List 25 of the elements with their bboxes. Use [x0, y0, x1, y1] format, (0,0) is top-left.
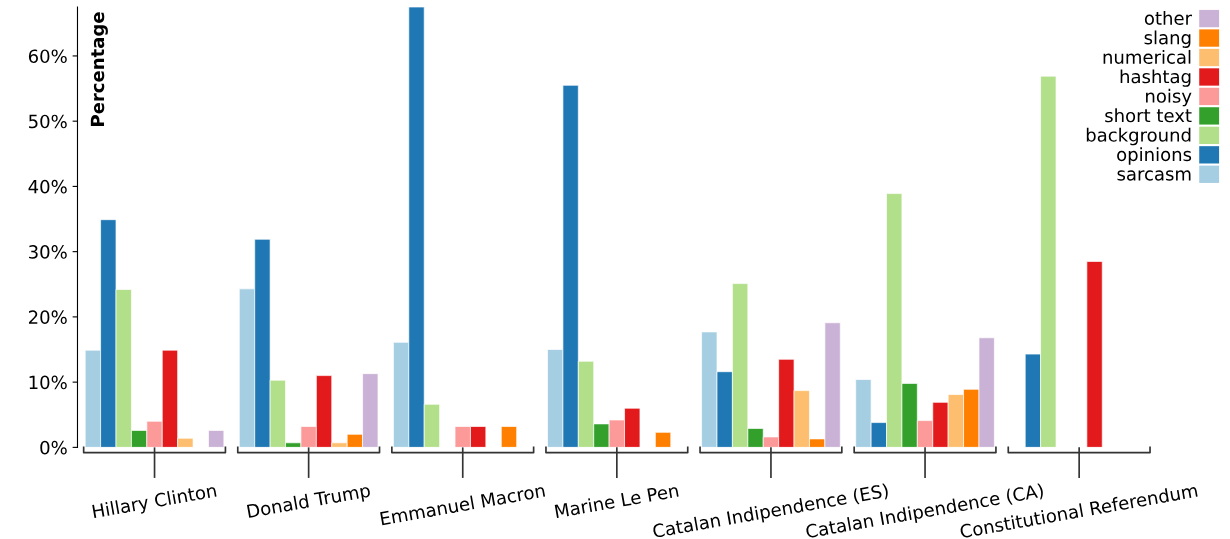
- y-tick-label: 60%: [28, 49, 67, 64]
- legend-label: sarcasm: [1117, 170, 1191, 181]
- y-tick-label: 0%: [40, 440, 67, 455]
- y-tick-label: 30%: [29, 245, 67, 259]
- legend-label: opinions: [1117, 147, 1192, 165]
- x-tick-label: Hillary Clinton: [92, 483, 218, 522]
- y-tick-label: 20%: [28, 310, 67, 325]
- y-tick-label: 40%: [28, 179, 67, 194]
- x-tick-label: Marine Le Pen: [554, 483, 679, 519]
- y-tick-label: 10%: [29, 375, 67, 390]
- legend-label: short text: [1105, 108, 1192, 123]
- bar: [500, 426, 518, 448]
- x-tick-label: Donald Trump: [246, 482, 372, 522]
- y-axis-title: Percentage: [90, 12, 108, 126]
- legend-label: hashtag: [1120, 69, 1191, 87]
- legend-label: slang: [1144, 30, 1191, 48]
- bar: [1086, 261, 1103, 448]
- bar: [655, 432, 672, 448]
- legend-label: background: [1086, 127, 1191, 146]
- bar: [208, 430, 225, 448]
- legend-label: other: [1144, 11, 1192, 25]
- legend-label: noisy: [1146, 88, 1192, 107]
- x-tick-label: Emmanuel Macron: [380, 483, 546, 526]
- y-tick-label: 50%: [29, 114, 67, 129]
- legend-label: numerical: [1103, 49, 1191, 64]
